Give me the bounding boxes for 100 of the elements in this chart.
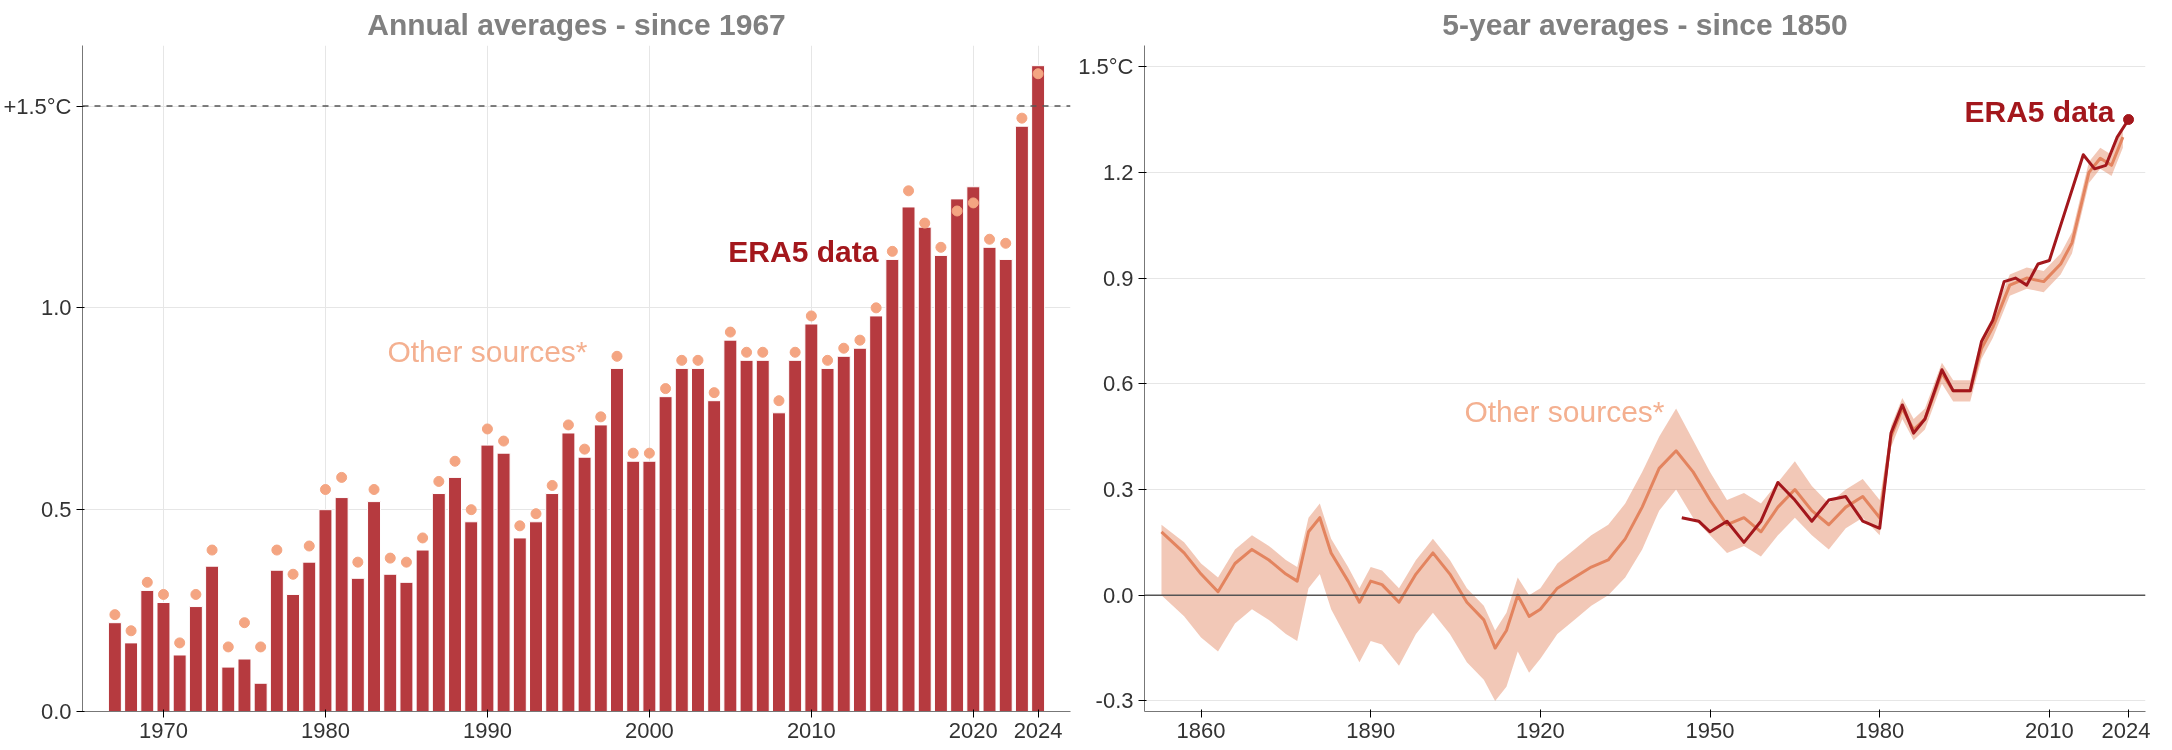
x-tick-label: 1950 — [1685, 717, 1735, 743]
bar — [966, 186, 981, 712]
point — [400, 556, 412, 568]
bar — [302, 561, 317, 712]
point — [789, 346, 801, 358]
bar — [188, 606, 203, 712]
point — [125, 625, 137, 637]
bar — [269, 569, 284, 712]
bar — [610, 367, 624, 712]
bar — [771, 412, 786, 712]
x-tick-label: 1890 — [1346, 717, 1396, 743]
point — [919, 217, 931, 229]
annotation: ERA5 data — [728, 234, 879, 268]
bar — [124, 642, 139, 712]
x-tick-label: 1920 — [1515, 717, 1565, 743]
bar — [286, 593, 301, 712]
bar — [140, 589, 155, 712]
y-tick-label: 0.9 — [1102, 265, 1134, 291]
point — [546, 479, 558, 491]
bar — [334, 497, 349, 712]
bar — [788, 359, 803, 712]
bar — [869, 315, 884, 712]
x-tick-label: 2024 — [2101, 717, 2151, 743]
x-tick-label: 1860 — [1176, 717, 1226, 743]
point — [870, 302, 882, 314]
point — [190, 588, 202, 600]
point — [838, 342, 850, 354]
bar — [172, 654, 187, 712]
annotation: Other sources* — [387, 335, 588, 368]
annotation: Other sources* — [1464, 395, 1665, 428]
x-tick-label: 2000 — [624, 717, 674, 743]
bar — [885, 258, 900, 712]
point — [935, 241, 947, 253]
point — [595, 411, 607, 423]
y-tick-label: 0.0 — [1102, 582, 1134, 608]
point — [773, 395, 785, 407]
point — [384, 552, 396, 564]
bar — [917, 226, 932, 712]
bar — [464, 521, 479, 712]
chart-title: 5-year averages - since 1850 — [1442, 7, 1848, 41]
bar — [448, 476, 462, 712]
point — [530, 508, 542, 520]
bar — [253, 682, 268, 712]
y-tick-label: 1.0 — [40, 295, 72, 321]
point — [854, 334, 866, 346]
point — [724, 326, 736, 338]
bar — [901, 206, 916, 712]
point — [514, 520, 526, 532]
point — [1032, 68, 1044, 80]
point — [352, 556, 364, 568]
point — [676, 354, 688, 366]
x-tick-label: 1970 — [139, 717, 188, 743]
point — [757, 346, 769, 358]
bar — [545, 493, 560, 712]
point — [660, 383, 672, 395]
x-tick-label: 2010 — [2024, 717, 2074, 743]
point — [562, 419, 574, 431]
point — [498, 435, 510, 447]
point — [109, 609, 121, 621]
bar — [107, 622, 122, 712]
point — [465, 504, 477, 516]
bar — [804, 323, 819, 712]
point — [643, 447, 655, 459]
bar — [529, 521, 543, 712]
point — [303, 540, 315, 552]
x-tick-label: 1990 — [462, 717, 512, 743]
y-tick-label: 0.6 — [1102, 371, 1134, 397]
y-tick-label: 0.3 — [1102, 477, 1134, 502]
point — [903, 185, 915, 197]
bar — [626, 460, 641, 712]
x-tick-label: 2024 — [1013, 717, 1063, 743]
point — [822, 354, 834, 366]
y-tick-label: 0.0 — [40, 699, 72, 724]
point — [206, 544, 218, 556]
bar — [998, 258, 1013, 712]
bar — [399, 581, 414, 712]
point — [481, 423, 493, 435]
point — [157, 588, 169, 600]
bar — [1014, 125, 1029, 712]
y-tick-label: 1.2 — [1102, 159, 1134, 185]
bar — [820, 367, 835, 712]
point — [336, 471, 348, 483]
bar — [221, 666, 236, 712]
chart-title: Annual averages - since 1967 — [367, 7, 786, 41]
y-tick-label: -0.3 — [1095, 688, 1134, 714]
y-tick-label: 0.5 — [40, 497, 72, 523]
x-tick-label: 2020 — [948, 717, 998, 743]
bar — [1031, 65, 1046, 712]
bar — [691, 367, 705, 712]
bar — [318, 509, 333, 712]
bar — [982, 246, 997, 712]
bar — [431, 493, 446, 712]
point — [449, 455, 461, 467]
point — [174, 637, 186, 649]
point — [433, 475, 445, 487]
point — [368, 484, 380, 495]
bar — [367, 501, 382, 712]
bar — [674, 367, 689, 712]
point — [692, 354, 704, 366]
bar — [350, 577, 365, 712]
